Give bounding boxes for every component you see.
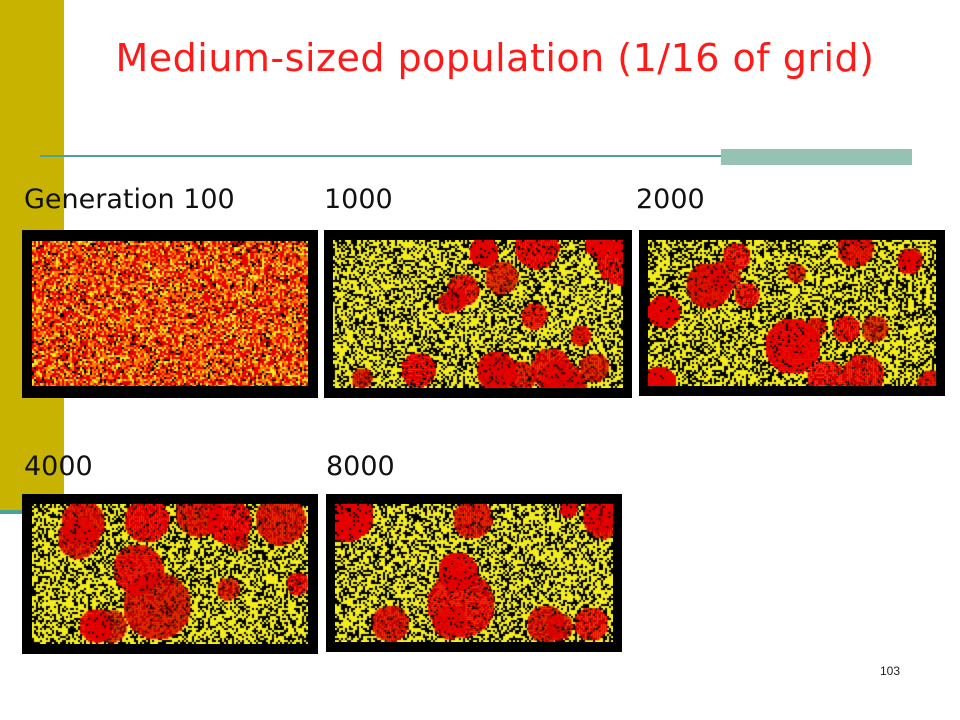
population-grid-gen-8000 [326, 494, 622, 652]
divider-block [721, 149, 912, 165]
page-number: 103 [880, 664, 901, 678]
grid-canvas-gen-1000 [333, 240, 623, 388]
grid-canvas-gen-2000 [648, 240, 936, 386]
population-grid-gen-100 [22, 230, 318, 398]
grid-canvas-gen-8000 [335, 504, 613, 642]
panel-label-gen-100: Generation 100 [24, 184, 235, 215]
divider-line [40, 155, 912, 157]
population-grid-gen-4000 [22, 494, 318, 654]
panel-label-gen-8000: 8000 [326, 451, 395, 482]
grid-canvas-gen-4000 [32, 504, 308, 644]
grid-canvas-gen-100 [32, 241, 308, 386]
panel-label-gen-2000: 2000 [636, 184, 705, 215]
panel-label-gen-1000: 1000 [324, 184, 393, 215]
population-grid-gen-1000 [324, 230, 632, 398]
panel-label-gen-4000: 4000 [24, 451, 93, 482]
slide-title: Medium-sized population (1/16 of grid) [115, 36, 875, 80]
population-grid-gen-2000 [639, 230, 945, 396]
